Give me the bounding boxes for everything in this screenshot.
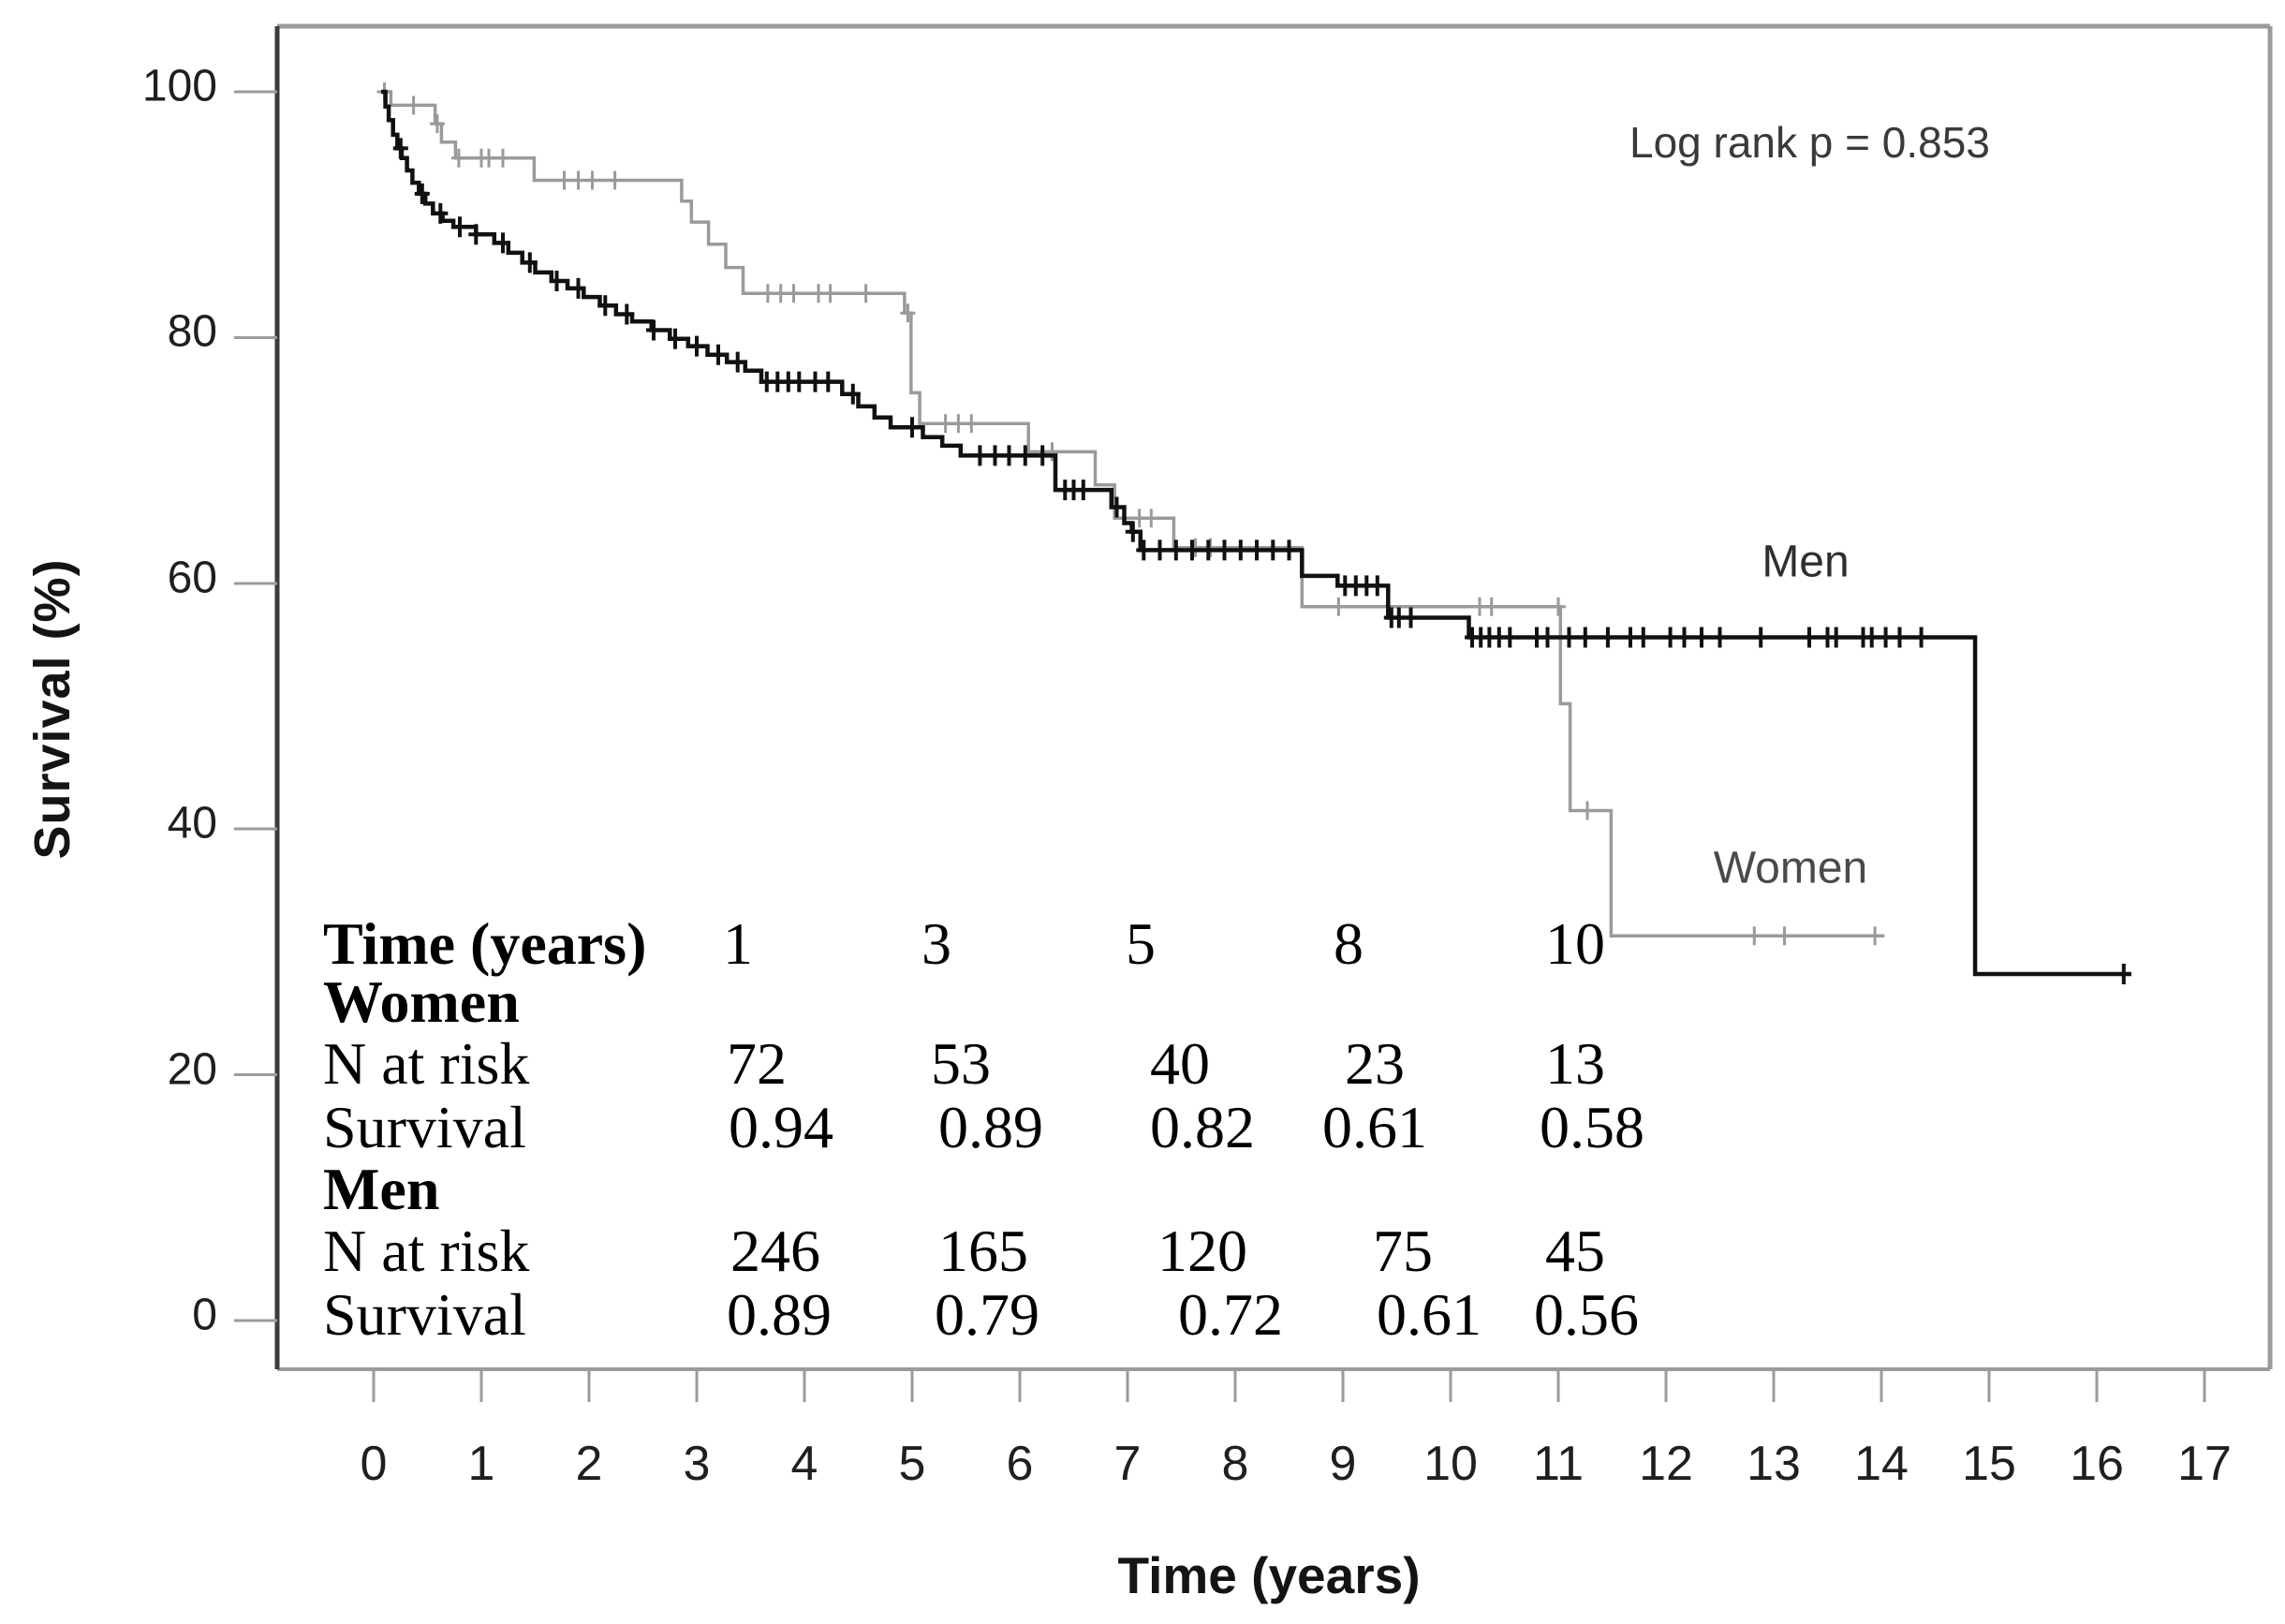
- x-tick-label: 10: [1423, 1437, 1478, 1491]
- censor-marks-men: [392, 138, 2131, 984]
- series-label-women: Women: [1713, 843, 1868, 893]
- y-tick-label: 20: [167, 1044, 217, 1095]
- risk-table-time-value: 1: [723, 910, 753, 977]
- x-tick-label: 6: [1006, 1437, 1034, 1491]
- y-axis-title: Survival (%): [24, 558, 81, 860]
- survival-value: 0.61: [1377, 1281, 1482, 1348]
- x-tick-label: 3: [683, 1437, 711, 1491]
- x-tick-label: 4: [790, 1437, 818, 1491]
- survival-value: 0.89: [938, 1094, 1043, 1160]
- x-tick-label: 14: [1854, 1437, 1909, 1491]
- log-rank-annotation: Log rank p = 0.853: [1629, 118, 1990, 167]
- x-tick-label: 16: [2070, 1437, 2124, 1491]
- x-tick-label: 2: [575, 1437, 603, 1491]
- y-tick-label: 40: [167, 798, 217, 849]
- survival-value: 0.58: [1540, 1094, 1644, 1160]
- survival-value: 0.72: [1178, 1281, 1283, 1348]
- survival-curve-men: [381, 89, 2131, 977]
- n-at-risk-value: 120: [1157, 1218, 1247, 1284]
- risk-table-row-label: N at risk: [323, 1218, 530, 1284]
- n-at-risk-value: 165: [938, 1218, 1028, 1284]
- survival-value: 0.61: [1322, 1094, 1427, 1160]
- x-tick-label: 5: [898, 1437, 926, 1491]
- n-at-risk-value: 72: [727, 1030, 787, 1097]
- x-tick-label: 12: [1639, 1437, 1693, 1491]
- risk-table-row-label: Survival: [323, 1094, 526, 1160]
- x-tick-label: 17: [2177, 1437, 2232, 1491]
- censor-marks-women: [376, 82, 1883, 946]
- y-tick-label: 80: [167, 306, 217, 357]
- survival-value: 0.82: [1150, 1094, 1255, 1160]
- survival-value: 0.94: [729, 1094, 833, 1160]
- x-tick-label: 0: [360, 1437, 388, 1491]
- risk-table-row-label: N at risk: [323, 1030, 530, 1097]
- risk-table-time-value: 10: [1545, 910, 1605, 977]
- x-tick-label: 8: [1221, 1437, 1249, 1491]
- x-tick-label: 15: [1962, 1437, 2016, 1491]
- x-axis-title: Time (years): [1117, 1546, 1421, 1604]
- n-at-risk-value: 40: [1150, 1030, 1210, 1097]
- risk-table-group-title: Women: [323, 968, 520, 1035]
- x-tick-label: 9: [1329, 1437, 1357, 1491]
- survival-curve-women: [381, 90, 1885, 938]
- survival-value: 0.79: [935, 1281, 1039, 1348]
- x-tick-label: 13: [1747, 1437, 1801, 1491]
- risk-table-time-value: 5: [1126, 910, 1156, 977]
- risk-table-time-label: Time (years): [323, 910, 647, 977]
- n-at-risk-value: 23: [1345, 1030, 1405, 1097]
- n-at-risk-value: 246: [730, 1218, 820, 1284]
- survival-value: 0.89: [727, 1281, 832, 1348]
- risk-table-time-value: 8: [1334, 910, 1364, 977]
- y-tick-label: 0: [192, 1290, 217, 1340]
- risk-table-row-label: Survival: [323, 1281, 526, 1348]
- n-at-risk-value: 75: [1373, 1218, 1433, 1284]
- series-label-men: Men: [1762, 537, 1850, 587]
- x-tick-label: 11: [1533, 1437, 1584, 1491]
- risk-table-group-title: Men: [323, 1156, 440, 1222]
- n-at-risk-value: 53: [931, 1030, 991, 1097]
- survival-value: 0.56: [1534, 1281, 1639, 1348]
- x-tick-label: 1: [467, 1437, 495, 1491]
- x-tick-label: 7: [1113, 1437, 1142, 1491]
- y-tick-label: 100: [141, 61, 217, 111]
- n-at-risk-value: 13: [1545, 1030, 1605, 1097]
- y-tick-label: 60: [167, 553, 217, 603]
- risk-table-time-value: 3: [921, 910, 951, 977]
- n-at-risk-value: 45: [1545, 1218, 1605, 1284]
